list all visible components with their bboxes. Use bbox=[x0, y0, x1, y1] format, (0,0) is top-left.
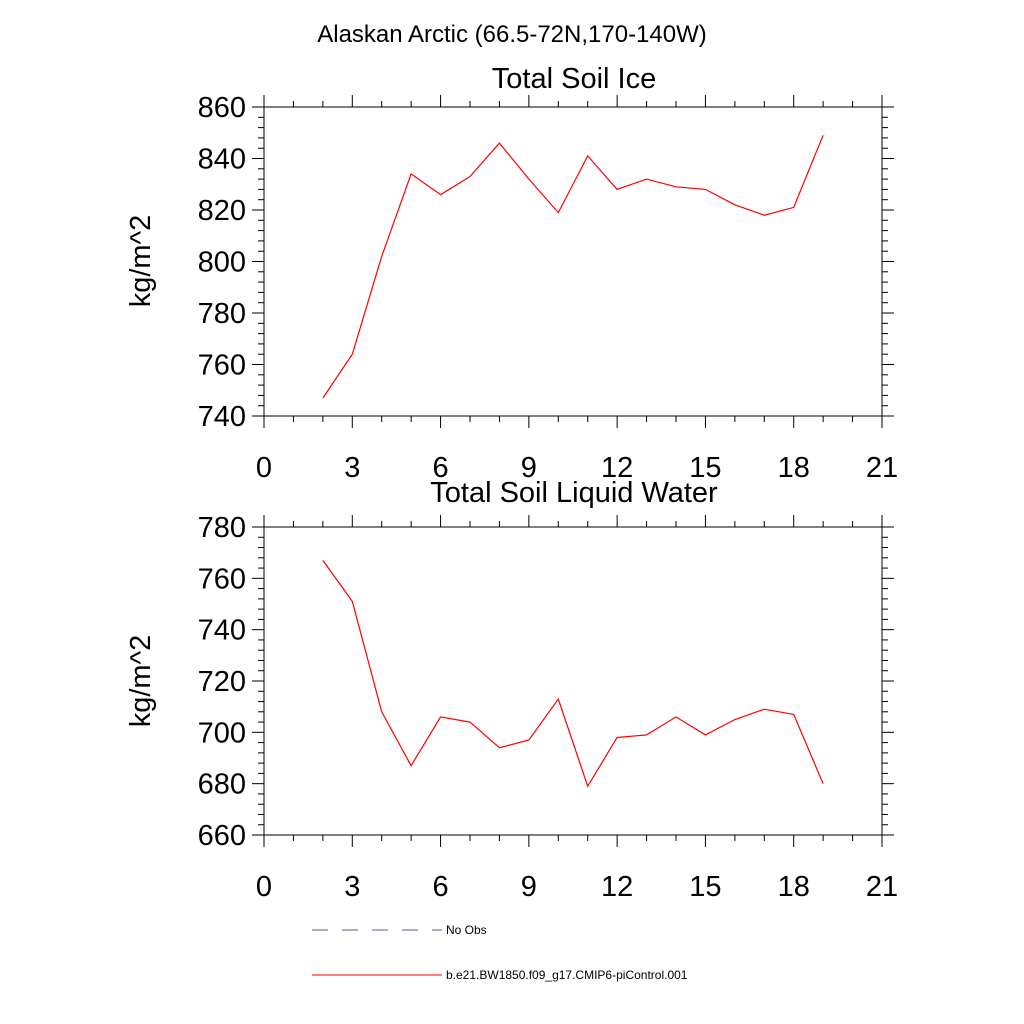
panel-total-soil-ice: Total Soil Ice kg/m^2 0 3 6 9 12 15 18 21 740 760… bbox=[125, 63, 898, 484]
x-tick-label: 0 bbox=[256, 452, 272, 484]
y-tick-label: 740 bbox=[198, 401, 246, 433]
y-tick-label: 700 bbox=[198, 717, 246, 749]
legend-label-no-obs: No Obs bbox=[446, 923, 487, 937]
legend: No Obs b.e21.BW1850.f09_g17.CMIP6-piCont… bbox=[312, 923, 688, 982]
x-tick-label: 21 bbox=[866, 871, 898, 903]
y-tick-label: 780 bbox=[198, 298, 246, 330]
x-tick-label: 0 bbox=[256, 871, 272, 903]
y-tick-label: 660 bbox=[198, 820, 246, 852]
x-tick-label: 6 bbox=[433, 871, 449, 903]
y-tick-label: 680 bbox=[198, 769, 246, 801]
y-tick-label: 800 bbox=[198, 247, 246, 279]
panel-total-soil-liquid-water: Total Soil Liquid Water kg/m^2 0 3 6 9 12 15 1… bbox=[125, 477, 898, 903]
x-tick-label: 3 bbox=[344, 871, 360, 903]
x-tick-label: 18 bbox=[778, 452, 810, 484]
plot-frame bbox=[263, 526, 883, 836]
x-tick-label: 3 bbox=[344, 452, 360, 484]
series-line bbox=[322, 560, 824, 788]
plot-frame bbox=[263, 106, 883, 417]
y-tick-label: 820 bbox=[198, 195, 246, 227]
x-tick-label: 18 bbox=[778, 871, 810, 903]
panel-title: Total Soil Liquid Water bbox=[430, 477, 718, 509]
x-tick-label: 9 bbox=[521, 871, 537, 903]
y-tick-label: 860 bbox=[198, 92, 246, 124]
figure-title: Alaskan Arctic (66.5-72N,170-140W) bbox=[317, 21, 707, 48]
x-tick-label: 12 bbox=[601, 452, 633, 484]
y-tick-label: 740 bbox=[198, 615, 246, 647]
y-tick-label: 760 bbox=[198, 563, 246, 595]
x-tick-label: 12 bbox=[601, 871, 633, 903]
x-tick-label: 21 bbox=[866, 452, 898, 484]
x-tick-label: 9 bbox=[521, 452, 537, 484]
y-tick-label: 720 bbox=[198, 666, 246, 698]
series-line bbox=[322, 135, 824, 399]
y-tick-label: 840 bbox=[198, 144, 246, 176]
x-tick-label: 15 bbox=[689, 871, 721, 903]
panel-title: Total Soil Ice bbox=[492, 63, 656, 95]
y-tick-label: 780 bbox=[198, 512, 246, 544]
x-tick-label: 6 bbox=[433, 452, 449, 484]
x-tick-label: 15 bbox=[689, 452, 721, 484]
legend-label-model: b.e21.BW1850.f09_g17.CMIP6-piControl.001 bbox=[446, 968, 688, 982]
y-tick-label: 760 bbox=[198, 350, 246, 382]
y-axis-label: kg/m^2 bbox=[125, 215, 157, 308]
y-axis-label: kg/m^2 bbox=[125, 635, 157, 728]
